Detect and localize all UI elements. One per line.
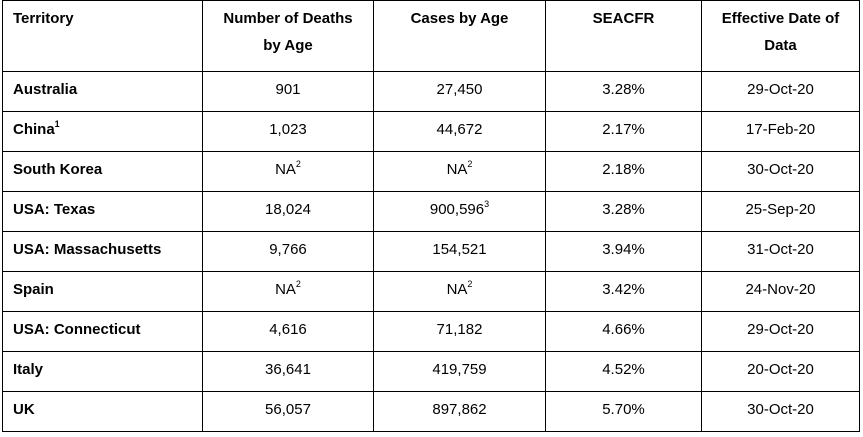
cell-territory: USA: Texas [2,191,203,232]
cell-date: 29-Oct-20 [701,311,860,352]
cell-date: 30-Oct-20 [701,151,860,192]
cell-date: 20-Oct-20 [701,351,860,392]
cell-cases: 897,862 [373,391,546,432]
cell-cases: 71,182 [373,311,546,352]
header-deaths: Number of Deaths by Age [202,0,374,72]
cell-territory: South Korea [2,151,203,192]
table-row: Australia 901 27,450 3.28% 29-Oct-20 [2,71,860,112]
table-row: USA: Texas 18,024 900,5963 3.28% 25-Sep-20 [2,191,860,232]
cell-date: 29-Oct-20 [701,71,860,112]
cell-deaths: 36,641 [202,351,374,392]
cell-cases: 27,450 [373,71,546,112]
cell-territory: Australia [2,71,203,112]
header-date: Effective Date of Data [701,0,860,72]
cell-date: 24-Nov-20 [701,271,860,312]
header-cases: Cases by Age [373,0,546,72]
footnote-marker: 1 [54,119,60,129]
footnote-marker: 3 [484,199,490,209]
cell-seacfr: 4.52% [545,351,702,392]
cell-deaths: 4,616 [202,311,374,352]
cell-deaths: NA2 [202,151,374,192]
cell-deaths: NA2 [202,271,374,312]
table-row: Italy 36,641 419,759 4.52% 20-Oct-20 [2,351,860,392]
cell-seacfr: 3.94% [545,231,702,272]
cell-cases: NA2 [373,151,546,192]
cell-deaths: 18,024 [202,191,374,232]
cell-deaths: 1,023 [202,111,374,152]
cell-seacfr: 3.28% [545,191,702,232]
cell-territory: Italy [2,351,203,392]
cell-date: 17-Feb-20 [701,111,860,152]
cell-seacfr: 4.66% [545,311,702,352]
footnote-marker: 2 [295,279,301,289]
cell-deaths: 9,766 [202,231,374,272]
cell-date: 30-Oct-20 [701,391,860,432]
cell-cases: 900,5963 [373,191,546,232]
cell-territory: Spain [2,271,203,312]
cell-territory: USA: Massachusetts [2,231,203,272]
table-row: USA: Connecticut 4,616 71,182 4.66% 29-Oct-2… [2,311,860,352]
header-seacfr: SEACFR [545,0,702,72]
footnote-marker: 2 [467,159,473,169]
table-row: South Korea NA2 NA2 2.18% 30-Oct-20 [2,151,860,192]
cell-territory: China1 [2,111,203,152]
cell-cases: 154,521 [373,231,546,272]
cell-deaths: 901 [202,71,374,112]
cell-cases: NA2 [373,271,546,312]
table-row: UK 56,057 897,862 5.70% 30-Oct-20 [2,391,860,432]
table-row: Spain NA2 NA2 3.42% 24-Nov-20 [2,271,860,312]
cell-cases: 419,759 [373,351,546,392]
header-territory: Territory [2,0,203,72]
footnote-marker: 2 [467,279,473,289]
cell-territory: UK [2,391,203,432]
cell-territory: USA: Connecticut [2,311,203,352]
table-row: USA: Massachusetts 9,766 154,521 3.94% 31-Oc… [2,231,860,272]
table-row: China1 1,023 44,672 2.17% 17-Feb-20 [2,111,860,152]
cell-seacfr: 2.17% [545,111,702,152]
cell-date: 31-Oct-20 [701,231,860,272]
cell-seacfr: 2.18% [545,151,702,192]
header-row: Territory Number of Deaths by Age Cases b… [2,0,860,72]
cell-deaths: 56,057 [202,391,374,432]
cell-seacfr: 3.42% [545,271,702,312]
cell-date: 25-Sep-20 [701,191,860,232]
cell-cases: 44,672 [373,111,546,152]
cell-seacfr: 3.28% [545,71,702,112]
footnote-marker: 2 [295,159,301,169]
cell-seacfr: 5.70% [545,391,702,432]
